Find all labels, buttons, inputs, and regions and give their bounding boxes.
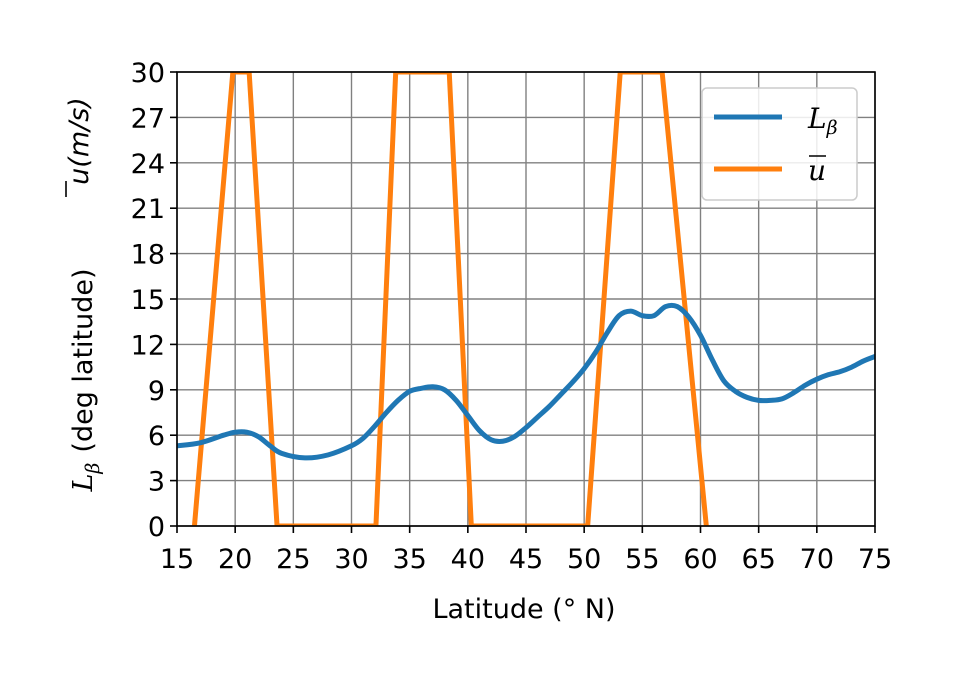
series-layer <box>177 72 875 526</box>
y-tick-label: 18 <box>131 240 165 271</box>
y-label-unit: (deg latitude) <box>68 268 99 452</box>
y-tick-label: 6 <box>148 421 165 452</box>
legend: Lβ u <box>701 87 858 201</box>
y-tick-label: 12 <box>131 330 165 361</box>
x-tick-label: 60 <box>683 544 717 575</box>
y-label-upper-text: u(m/s) <box>64 97 95 185</box>
svg-text:Lβ(deg latitude): Lβ (deg latitude) <box>68 268 104 492</box>
x-tick-label: 55 <box>625 544 659 575</box>
legend-label-u: u <box>808 154 826 187</box>
series-line-lbeta <box>177 302 875 461</box>
legend-label-lbeta: Lβ <box>807 102 838 139</box>
x-tick-label: 75 <box>858 544 892 575</box>
x-tick-label: 15 <box>160 544 194 575</box>
x-tick-label: 65 <box>741 544 775 575</box>
x-tick-label: 40 <box>451 544 485 575</box>
y-tick-label: 0 <box>148 512 165 543</box>
ticks: 15 20 25 30 35 40 45 50 55 60 65 70 75 0 3 6 9 12 15 18 21 24… <box>131 58 893 575</box>
y-tick-label: 30 <box>131 58 165 89</box>
y-label-sub: β <box>82 463 104 475</box>
y-tick-label: 9 <box>148 376 165 407</box>
y-label-symbol: L <box>68 474 99 493</box>
x-axis-label: Latitude (° N) <box>432 594 615 625</box>
x-tick-label: 45 <box>509 544 543 575</box>
y-tick-label: 3 <box>148 467 165 498</box>
y-tick-label: 27 <box>131 103 165 134</box>
y-tick-label: 24 <box>131 149 165 180</box>
y-tick-label: 21 <box>131 194 165 225</box>
x-tick-label: 30 <box>334 544 368 575</box>
y-axis-label-upper: u(m/s) <box>64 97 95 197</box>
x-tick-label: 70 <box>800 544 834 575</box>
y-axis-label: Lβ (deg latitude) <box>68 268 104 492</box>
x-tick-label: 50 <box>567 544 601 575</box>
legend-box <box>701 87 858 201</box>
x-tick-label: 35 <box>392 544 426 575</box>
x-tick-label: 20 <box>218 544 252 575</box>
x-tick-label: 25 <box>276 544 310 575</box>
y-tick-label: 15 <box>131 285 165 316</box>
